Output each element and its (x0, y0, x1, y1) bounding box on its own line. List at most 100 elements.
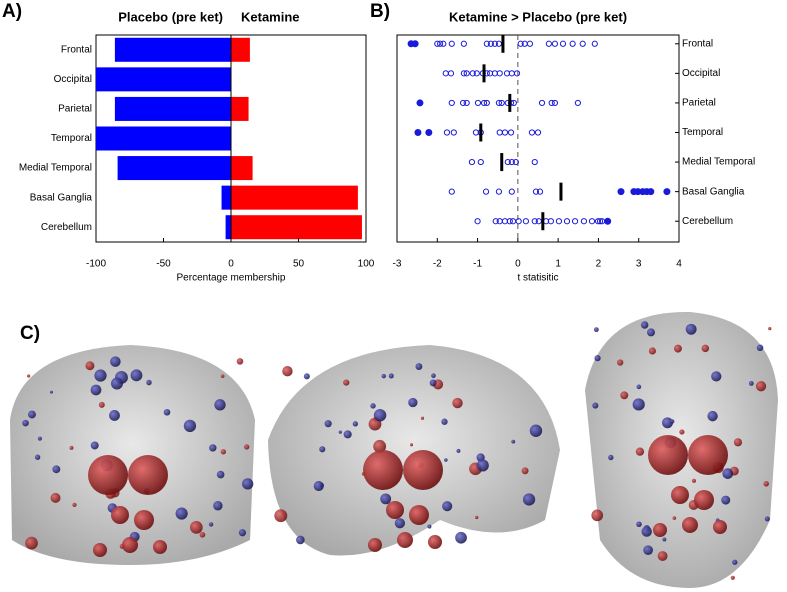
y-tick-label: Temporal (682, 127, 723, 138)
x-tick-label: 4 (676, 259, 682, 270)
point (506, 218, 513, 225)
point (495, 188, 503, 195)
point (517, 40, 524, 47)
sphere (25, 536, 38, 550)
sphere (363, 450, 403, 490)
sphere (662, 417, 673, 429)
sphere (373, 439, 387, 453)
point (513, 70, 521, 77)
point (547, 218, 554, 225)
sphere (620, 391, 629, 400)
point (487, 40, 494, 47)
x-tick-label: 50 (293, 259, 305, 270)
sphere (175, 507, 188, 520)
point-significant (647, 188, 655, 196)
point (447, 70, 455, 77)
x-tick-label: 0 (515, 259, 521, 270)
sphere (183, 419, 197, 433)
y-tick-label: Occipital (682, 68, 720, 79)
sphere (352, 421, 358, 427)
point-significant (416, 99, 424, 107)
point (483, 40, 490, 47)
sphere (441, 418, 448, 425)
sphere (397, 532, 413, 548)
chart-title: Ketamine > Placebo (pre ket) (449, 9, 627, 24)
sphere (721, 495, 731, 505)
point-significant (411, 40, 419, 48)
sphere (755, 381, 767, 392)
sphere (592, 402, 599, 409)
sphere (69, 445, 74, 450)
sphere (748, 381, 754, 386)
legend-label: Ketamine (241, 9, 300, 24)
sphere (238, 529, 247, 537)
point (538, 99, 546, 107)
point (580, 218, 588, 225)
y-tick-label: Temporal (51, 133, 92, 144)
point (515, 218, 522, 225)
point (508, 188, 515, 195)
sphere (701, 344, 710, 353)
point-significant (425, 129, 433, 136)
panel-label: C) (20, 323, 40, 344)
sphere (410, 443, 414, 447)
brain (10, 345, 255, 565)
sphere (146, 379, 152, 386)
sphere (93, 543, 107, 557)
sphere (662, 537, 667, 542)
point (498, 99, 505, 107)
y-tick-label: Occipital (54, 74, 92, 85)
point (491, 40, 498, 47)
bar (231, 156, 253, 181)
sphere (431, 373, 436, 379)
point (551, 40, 559, 47)
sphere (37, 436, 42, 441)
point (571, 218, 579, 225)
sphere (338, 430, 342, 434)
sphere (34, 454, 41, 460)
bar (117, 156, 231, 181)
panel-label: A) (2, 1, 22, 22)
y-tick-label: Frontal (61, 44, 92, 55)
x-tick-label: -1 (473, 259, 482, 270)
bar (231, 215, 362, 240)
sphere (28, 410, 36, 419)
sphere (643, 545, 653, 555)
sphere (679, 429, 685, 435)
y-tick-label: Parietal (682, 98, 716, 109)
point (460, 40, 467, 47)
point (469, 70, 476, 77)
point (480, 99, 488, 107)
point-significant (414, 129, 422, 136)
sphere (380, 493, 392, 505)
sphere (452, 397, 463, 409)
y-tick-label: Frontal (682, 38, 713, 49)
point (460, 70, 467, 77)
x-tick-label: 1 (555, 259, 561, 270)
sphere (688, 435, 728, 475)
sphere (707, 410, 718, 422)
sphere (713, 520, 727, 534)
sphere (522, 493, 536, 506)
sphere (109, 410, 120, 421)
sphere (394, 518, 405, 529)
point (448, 99, 455, 107)
x-tick-label: 100 (358, 259, 375, 270)
sphere (711, 371, 722, 382)
sphere (635, 447, 645, 456)
point (591, 40, 598, 47)
point (437, 40, 444, 47)
sphere (128, 455, 168, 495)
point (528, 129, 536, 136)
sphere (130, 369, 143, 382)
point (512, 158, 519, 166)
x-tick-label: 0 (228, 259, 234, 270)
y-tick-label: Cerebellum (41, 222, 92, 233)
bar (231, 37, 250, 62)
sphere (52, 465, 61, 474)
sphere (722, 468, 734, 479)
sphere (763, 481, 769, 487)
point (459, 99, 467, 107)
sphere (444, 458, 448, 462)
